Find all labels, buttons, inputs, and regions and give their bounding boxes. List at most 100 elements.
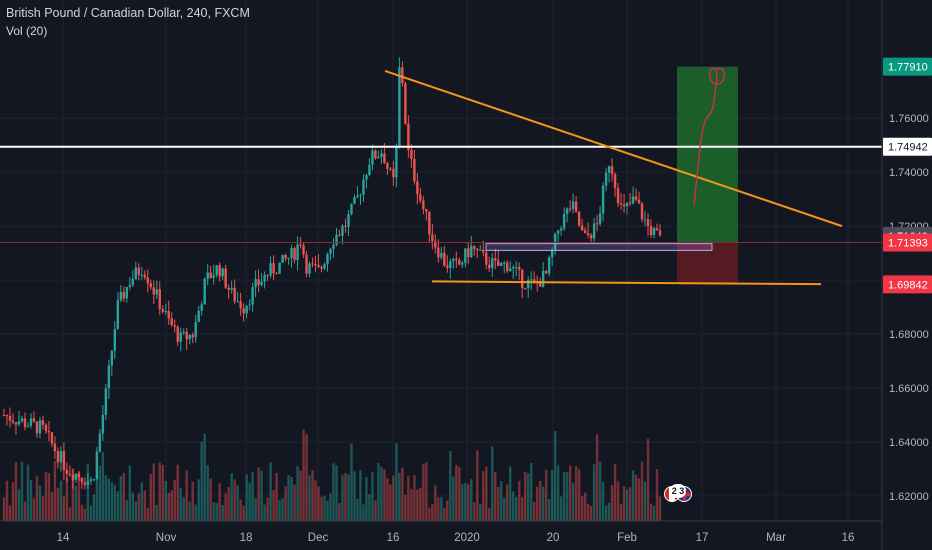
volume-bar [239,499,242,521]
volume-bar [550,470,554,521]
volume-bar [200,441,203,521]
candle-body [521,269,524,289]
volume-bar [134,501,137,521]
candle-body [314,263,317,265]
volume-bar [209,478,212,521]
candle-body [559,228,563,231]
candle-body [182,331,185,333]
candle-body [44,424,48,432]
candle-body [329,248,332,254]
volume-bar [374,500,377,521]
volume-bar [227,486,230,521]
candle-body [17,421,21,425]
volume-bar [521,497,524,521]
candle-body [595,223,599,225]
candle-body [419,194,422,201]
volume-bar [44,472,48,521]
volume-bar [122,472,126,521]
volume-bar [278,500,281,521]
candle-body [461,262,464,265]
volume-bar [386,478,389,521]
volume-bar [152,463,155,521]
candle-body [434,241,437,248]
y-axis-bar [882,0,932,550]
volume-bar [568,465,572,521]
candle-body [473,245,476,250]
volume-bar [362,504,365,521]
volume-bar [574,466,578,521]
y-tick-label: 1.66000 [889,383,929,395]
candle-body [467,248,470,258]
volume-bar [104,475,108,521]
volume-bar [628,487,632,521]
volume-bar [41,496,45,521]
candle-body [368,164,371,176]
volume-bar [269,462,272,521]
symbol-title[interactable]: British Pound / Canadian Dollar, 240, FX… [6,6,250,20]
candle-body [458,259,461,265]
candle-body [170,318,173,326]
candle-body [622,204,626,207]
volume-bar [212,502,215,521]
candle-body [362,179,365,195]
volume-bar [506,484,509,521]
price-label-stop [883,275,932,294]
volume-bar [299,470,302,521]
candle-body [8,415,12,421]
candle-body [392,168,395,178]
volume-bar [470,478,473,521]
candle-body [23,418,27,427]
events-badge[interactable]: 2 3 [670,484,686,498]
candle-body [380,153,383,157]
candle-body [104,388,108,415]
volume-bar [613,464,617,521]
volume-bar [224,493,227,521]
volume-bar [308,475,311,521]
candle-body [194,322,197,338]
candle-body [326,253,329,265]
candle-body [649,226,653,236]
candle-body [413,158,416,182]
candle-body [296,244,299,261]
volume-bar [338,503,341,521]
candle-body [553,233,557,250]
volume-bar [62,496,66,521]
x-tick-label: 14 [57,532,70,544]
volume-bar [329,493,332,521]
volume-bar [485,466,488,521]
candle-body [71,474,75,480]
candle-body [101,414,105,434]
candle-body [260,281,263,285]
volume-bar [251,472,254,521]
candle-body [83,482,87,485]
volume-bar [113,484,117,521]
candle-body [389,168,392,170]
volume-bar [341,474,344,521]
volume-bar [658,496,662,521]
candle-body [56,451,60,463]
candle-body [227,287,230,290]
volume-bar [92,494,96,521]
candle-body [86,480,90,485]
candle-body [532,279,536,282]
candle-body [586,233,590,236]
volume-bar [59,480,63,521]
candle-body [251,287,254,305]
volume-bar [509,466,512,521]
volume-bar [524,472,527,521]
candle-body [308,263,311,274]
candle-body [583,230,587,234]
volume-bar [503,497,506,521]
candle-body [152,287,155,295]
volume-bar [119,476,123,521]
candle-body [272,263,275,274]
candle-body [134,267,137,279]
volume-bar [335,465,338,521]
volume-indicator-label[interactable]: Vol (20) [6,24,48,38]
candle-body [658,230,662,236]
candle-body [221,268,224,277]
handdrawn-arrow [693,67,726,206]
candle-body [562,213,566,229]
candle-body [455,258,458,260]
